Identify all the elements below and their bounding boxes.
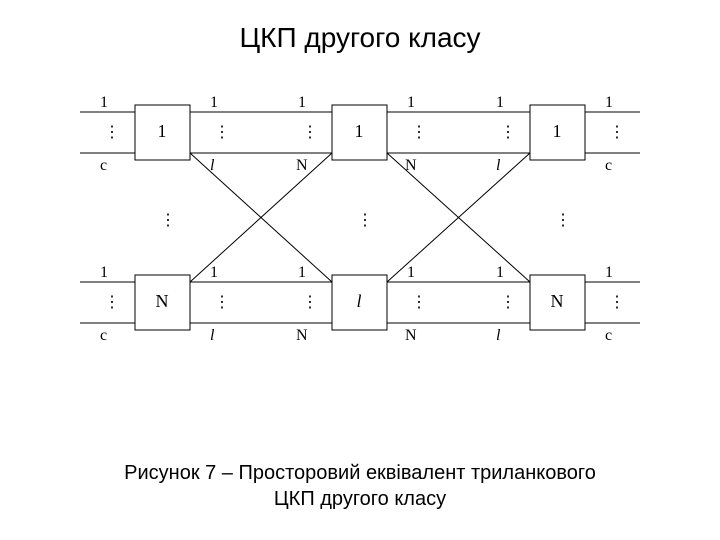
box-label: N [156, 291, 169, 311]
ellipsis: ⋮ [214, 124, 230, 141]
lbl-1: 1 [210, 94, 218, 111]
lbl-1: 1 [210, 264, 218, 281]
diagram: 1 c ⋮ 1 1 l ⋮ 1 N ⋮ 1 1 N ⋮ 1 l ⋮ 1 1 c … [80, 75, 640, 435]
ellipsis-v: ⋮ [160, 212, 176, 229]
box-label: l [356, 291, 361, 311]
ellipsis: ⋮ [302, 124, 318, 141]
lbl-1: 1 [496, 264, 504, 281]
page-title: ЦКП другого класу [0, 22, 720, 54]
lbl-1: 1 [298, 264, 306, 281]
lbl-l: l [210, 327, 215, 344]
box-label: 1 [355, 121, 364, 141]
lbl-c: c [605, 327, 612, 344]
caption-line-2: ЦКП другого класу [274, 488, 446, 510]
ellipsis: ⋮ [500, 124, 516, 141]
lbl-l: l [496, 327, 501, 344]
ellipsis: ⋮ [411, 124, 427, 141]
ellipsis: ⋮ [104, 294, 120, 311]
lbl-1: 1 [100, 94, 108, 111]
lbl-1: 1 [407, 264, 415, 281]
lbl-N: N [296, 157, 308, 174]
lbl-1: 1 [100, 264, 108, 281]
ellipsis: ⋮ [302, 294, 318, 311]
ellipsis: ⋮ [104, 124, 120, 141]
ellipsis-v: ⋮ [555, 212, 571, 229]
lbl-c: c [100, 327, 107, 344]
lbl-1: 1 [496, 94, 504, 111]
lbl-l: l [496, 157, 501, 174]
lbl-c: c [100, 157, 107, 174]
lbl-c: c [605, 157, 612, 174]
ellipsis-v: ⋮ [357, 212, 373, 229]
box-label: 1 [553, 121, 562, 141]
lbl-N: N [296, 327, 308, 344]
caption-line-1: Рисунок 7 – Просторовий еквівалент трила… [124, 462, 596, 484]
box-label: 1 [158, 121, 167, 141]
ellipsis: ⋮ [214, 294, 230, 311]
lbl-N: N [405, 327, 417, 344]
lbl-1: 1 [298, 94, 306, 111]
box-label: N [551, 291, 564, 311]
ellipsis: ⋮ [411, 294, 427, 311]
figure-caption: Рисунок 7 – Просторовий еквівалент трила… [0, 460, 720, 512]
ellipsis: ⋮ [609, 294, 625, 311]
ellipsis: ⋮ [500, 294, 516, 311]
lbl-1: 1 [605, 94, 613, 111]
ellipsis: ⋮ [609, 124, 625, 141]
lbl-1: 1 [407, 94, 415, 111]
lbl-1: 1 [605, 264, 613, 281]
